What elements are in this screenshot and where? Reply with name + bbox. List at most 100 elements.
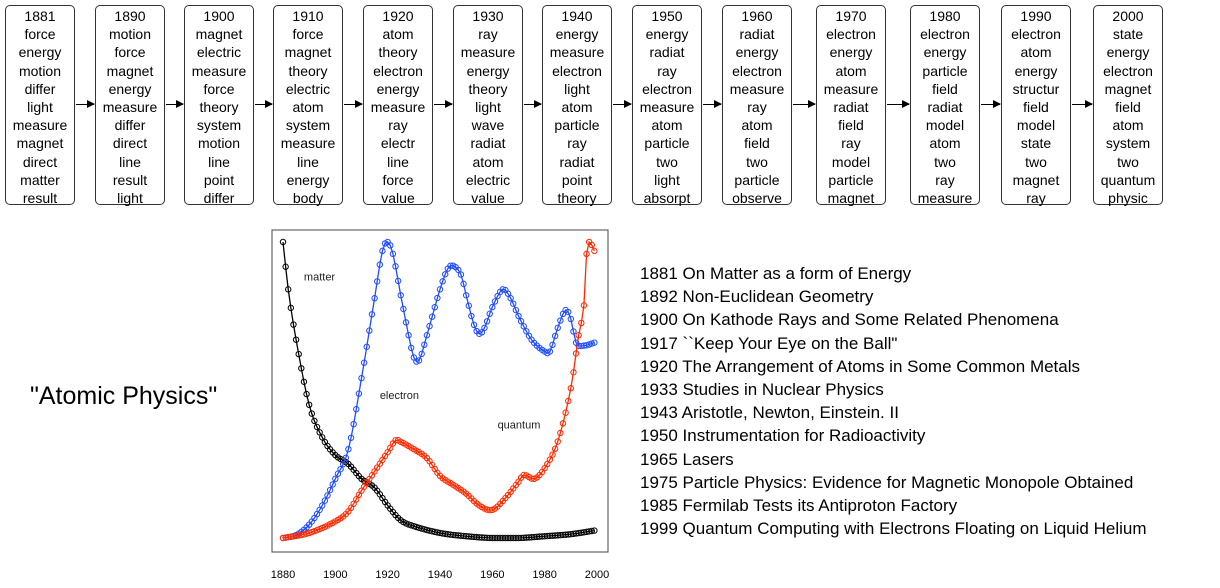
topic-word: magnet [195, 26, 243, 43]
data-point-electron [405, 332, 412, 339]
data-point-electron [426, 322, 433, 330]
data-point-matter [303, 390, 310, 398]
data-point-electron [360, 359, 368, 366]
topic-word: measure [191, 62, 247, 79]
topic-word: electron [920, 26, 970, 43]
topic-word: electric [196, 44, 242, 61]
data-point-matter [295, 350, 302, 358]
data-point-matter [287, 304, 295, 312]
topic-word: quantum [1100, 171, 1156, 188]
data-point-electron [470, 321, 478, 329]
topic-word: system [196, 117, 242, 134]
topic-word: system [1105, 135, 1151, 152]
topic-word: two [656, 153, 678, 170]
arrow-icon [524, 100, 542, 108]
topic-word: theory [199, 99, 239, 116]
topic-word: observe [732, 190, 782, 207]
topic-box-year: 1930 [472, 8, 504, 24]
data-point-electron [557, 317, 564, 324]
data-point-electron [387, 242, 394, 249]
article-item: 1999 Quantum Computing with Electrons Fl… [640, 519, 1147, 539]
data-point-electron [436, 286, 444, 293]
arrow-icon [981, 100, 1001, 108]
topic-word: atom [382, 26, 414, 43]
topic-word: force [114, 44, 146, 61]
data-point-electron [491, 298, 499, 305]
data-point-electron [350, 420, 357, 428]
topic-box-1920: 1920 atom theory electron energy measure ray el… [363, 5, 433, 207]
data-point-electron [397, 292, 404, 299]
data-point-quantum [591, 247, 598, 255]
topic-word: wave [471, 117, 505, 134]
series-label-matter: matter [304, 271, 336, 283]
topic-word: electric [285, 80, 331, 97]
topic-word: value [471, 190, 505, 207]
data-point-electron [510, 300, 517, 307]
topic-word: motion [108, 26, 152, 43]
series-label-electron: electron [380, 390, 419, 402]
topic-word: ray [567, 135, 587, 152]
arrow-icon [1072, 100, 1093, 108]
topic-word: model [925, 117, 965, 134]
data-point-electron [468, 312, 475, 320]
topic-word: matter [20, 171, 60, 188]
topic-word: light [475, 99, 501, 116]
topic-word: two [1025, 153, 1047, 170]
article-list: 1881 On Matter as a form of Energy 1892 N… [640, 262, 1147, 540]
topic-word: energy [1014, 62, 1058, 79]
topic-box-year: 2000 [1112, 8, 1144, 24]
topic-word: measure [549, 44, 605, 61]
topic-word: field [744, 135, 770, 152]
data-point-matter [319, 434, 326, 441]
article-item: 1950 Instrumentation for Radioactivity [640, 426, 926, 446]
data-point-electron [400, 305, 407, 313]
data-point-electron [342, 454, 349, 462]
topic-word: state [1020, 135, 1052, 152]
topic-word: differ [114, 117, 146, 134]
data-point-electron [428, 313, 436, 320]
topic-word: light [654, 171, 680, 188]
article-item: 1881 On Matter as a form of Energy [640, 264, 912, 283]
data-point-electron [368, 311, 376, 318]
topic-word: radiat [833, 99, 869, 116]
data-point-electron [415, 357, 423, 364]
topic-box-1890: 1890 motion force magnet energy measure differ… [95, 5, 165, 206]
topic-box-year: 1881 [24, 8, 56, 24]
data-point-quantum [580, 302, 588, 309]
data-point-electron [374, 278, 381, 285]
data-point-electron [462, 292, 470, 299]
data-point-electron [326, 486, 334, 494]
topic-word: differ [24, 80, 56, 97]
data-point-electron [460, 280, 467, 288]
data-point-quantum [570, 369, 577, 376]
topic-word: measure [460, 44, 516, 61]
data-point-electron [418, 350, 425, 358]
data-point-electron [363, 343, 370, 350]
x-tick-label: 2000 [585, 569, 609, 581]
topic-word: atom [292, 99, 324, 116]
data-point-electron [371, 295, 378, 302]
topic-box-1960: 1960 radiat energy electron measure ray atom fi… [722, 5, 792, 207]
topic-word: motion [18, 62, 62, 79]
topic-box-year: 1890 [114, 8, 146, 24]
topic-word: ray [935, 171, 955, 188]
topic-word: value [381, 190, 415, 207]
topic-word: energy [555, 26, 599, 43]
data-point-quantum [583, 250, 590, 258]
data-point-electron [512, 306, 520, 314]
topic-word: atom [651, 117, 683, 134]
plot-frame [271, 229, 609, 553]
arrow-icon [255, 100, 273, 108]
topic-word: energy [1106, 44, 1150, 61]
data-point-quantum [562, 409, 569, 416]
x-tick-label: 1980 [532, 569, 556, 581]
data-point-quantum [549, 451, 556, 458]
data-point-matter [290, 321, 297, 328]
topic-word: ray [747, 99, 767, 116]
arrow-icon [703, 100, 722, 108]
topic-box-1940: 1940 energy measure electron light atom partic… [542, 5, 612, 206]
topic-word: two [934, 153, 956, 170]
data-point-electron [489, 303, 496, 311]
topic-word: atom [1020, 44, 1052, 61]
